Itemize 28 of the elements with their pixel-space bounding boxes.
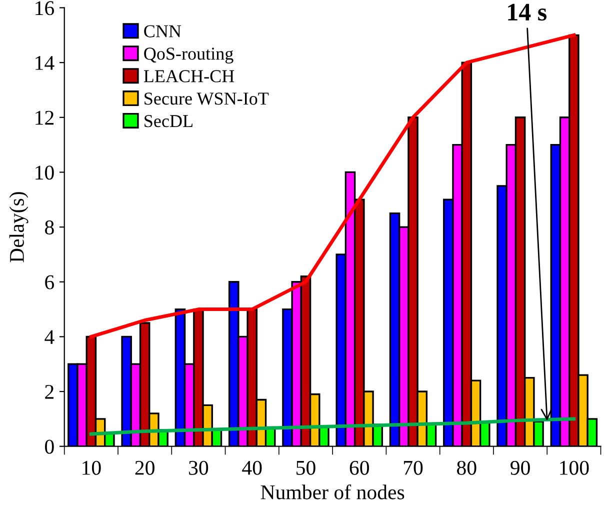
y-tick-label: 0 — [45, 440, 54, 454]
y-axis-title: Delay(s) — [9, 192, 28, 262]
x-tick-label: 100 — [560, 460, 589, 475]
y-tick-label: 14 — [36, 56, 54, 70]
legend-label: LEACH-CH — [144, 70, 234, 82]
y-tick-label: 12 — [36, 110, 54, 125]
x-axis-title: Number of nodes — [260, 484, 404, 500]
y-tick-label: 6 — [45, 275, 54, 290]
legend-label: SecDL — [144, 115, 192, 128]
x-tick-label: 10 — [82, 460, 101, 475]
y-tick-label: 8 — [45, 220, 54, 234]
y-tick-label: 16 — [36, 1, 54, 16]
x-tick-label: 20 — [135, 460, 154, 475]
y-tick-label: 4 — [44, 330, 54, 344]
x-tick-label: 90 — [510, 460, 530, 475]
legend-label: Secure WSN-IoT — [144, 92, 269, 105]
x-tick-label: 80 — [457, 460, 476, 475]
annotation: 14 s — [508, 4, 546, 21]
legend-label: CNN — [144, 25, 182, 38]
x-tick-label: 60 — [350, 460, 369, 475]
x-tick-label: 50 — [296, 460, 316, 475]
x-tick-label: 30 — [189, 460, 208, 475]
line-series — [89, 417, 576, 436]
x-tick-label: 70 — [404, 460, 423, 475]
legend-label: QoS-routing — [144, 48, 234, 64]
y-tick-label: 10 — [36, 166, 54, 180]
x-tick-label: 40 — [242, 460, 262, 475]
y-tick-label: 2 — [45, 384, 54, 399]
